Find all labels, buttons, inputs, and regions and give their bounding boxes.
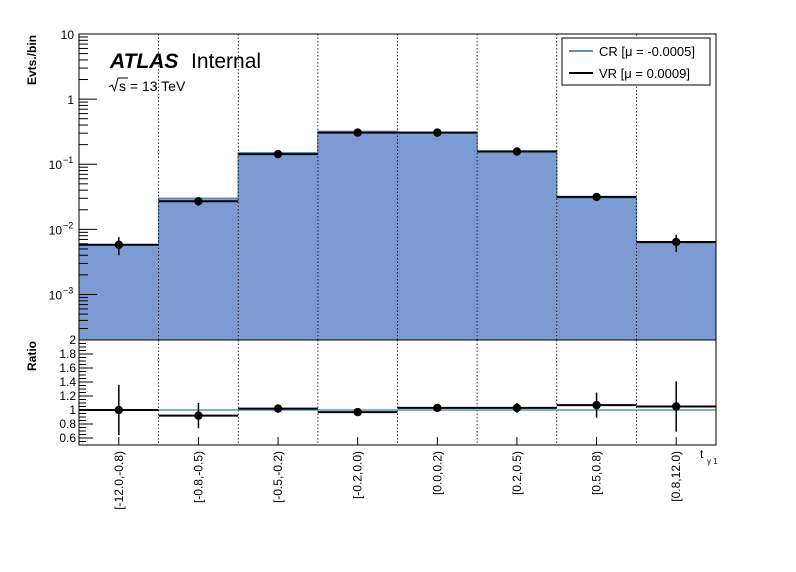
- experiment-label: ATLAS Internal s = 13 TeV: [108, 50, 261, 94]
- x-tick-label: [-0.2,0.0): [351, 451, 365, 499]
- legend-label-vr: VR [μ = 0.0009]: [599, 66, 690, 81]
- x-tick-label: [-0.5,-0.2): [271, 451, 285, 503]
- cr-hist-bar: [477, 150, 557, 340]
- sqrt-icon: [108, 77, 128, 93]
- vr-data-point: [433, 128, 442, 137]
- x-tick-label: [-12.0,-0.8): [112, 451, 126, 510]
- cr-hist-bar: [317, 131, 398, 340]
- legend-label-cr: CR [μ = -0.0005]: [599, 44, 695, 59]
- x-tick-label: [0.5,0.8): [590, 451, 604, 495]
- cr-hist-bar: [556, 198, 637, 340]
- vr-data-point: [273, 149, 283, 159]
- cr-hist-bar: [238, 152, 318, 340]
- ratio-y-axis-label: Ratio: [25, 341, 39, 371]
- ratio-data-point: [353, 407, 362, 417]
- vr-data-point: [512, 147, 522, 156]
- atlas-label: ATLAS: [109, 50, 178, 73]
- x-tick-label: [0.2,0.5): [510, 451, 524, 495]
- x-tick-label: [0.8,12.0): [669, 451, 683, 502]
- x-tick-label: [0.0,0.2): [430, 451, 444, 495]
- legend: CR [μ = -0.0005] VR [μ = 0.0009]: [561, 37, 711, 86]
- cr-hist-bar: [158, 198, 239, 340]
- ratio-data-point: [273, 404, 283, 413]
- vr-data-point: [114, 240, 124, 249]
- ratio-y-tick-label: 1: [69, 403, 76, 417]
- ratio-data-point: [592, 400, 601, 410]
- vr-data-point: [592, 192, 601, 202]
- x-tick-label: [-0.8,-0.5): [191, 451, 205, 503]
- x-axis-label: t: [700, 447, 704, 461]
- status-label: Internal: [191, 50, 261, 73]
- y-tick-label: 10: [49, 223, 63, 237]
- ratio-y-tick-label: 1.2: [59, 389, 76, 403]
- y-tick-label: 10: [61, 28, 75, 42]
- ratio-y-tick-label: 0.8: [59, 417, 76, 431]
- y-tick-label-exponent: −2: [63, 220, 73, 230]
- ratio-data-point: [433, 403, 442, 413]
- ratio-data-point: [194, 411, 203, 420]
- ratio-y-tick-label: 1.8: [59, 347, 76, 361]
- ratio-y-tick-label: 0.6: [59, 431, 76, 445]
- y-tick-label-exponent: −1: [63, 155, 73, 165]
- ratio-data-point: [512, 403, 522, 413]
- vr-data-point: [194, 197, 203, 206]
- vr-data-point: [353, 128, 362, 137]
- ratio-panel: 0.60.811.21.41.61.82 [-12.0,-0.8) [-0.8,-0…: [59, 333, 717, 510]
- ratio-y-tick-label: 1.6: [59, 361, 76, 375]
- cr-hist-bar: [397, 132, 478, 340]
- y-tick-label: 10: [49, 288, 63, 302]
- y-tick-label: 10: [49, 158, 63, 172]
- cr-hist-bar: [79, 244, 159, 340]
- energy-label: s = 13 TeV: [119, 78, 186, 94]
- cr-hist-bar: [636, 242, 716, 340]
- ratio-data-point: [114, 405, 124, 415]
- x-axis-label-subscript: γ 1: [707, 457, 718, 466]
- y-tick-label-exponent: −3: [63, 285, 73, 295]
- main-y-axis-label: Evts./bin: [25, 35, 39, 85]
- vr-data-point: [671, 237, 681, 247]
- ratio-y-tick-label: 2: [69, 333, 76, 347]
- x-axis-title: t γ 1: [700, 447, 718, 466]
- ratio-y-tick-label: 1.4: [59, 375, 76, 389]
- ratio-data-point: [671, 402, 681, 411]
- y-tick-label: 1: [67, 93, 74, 107]
